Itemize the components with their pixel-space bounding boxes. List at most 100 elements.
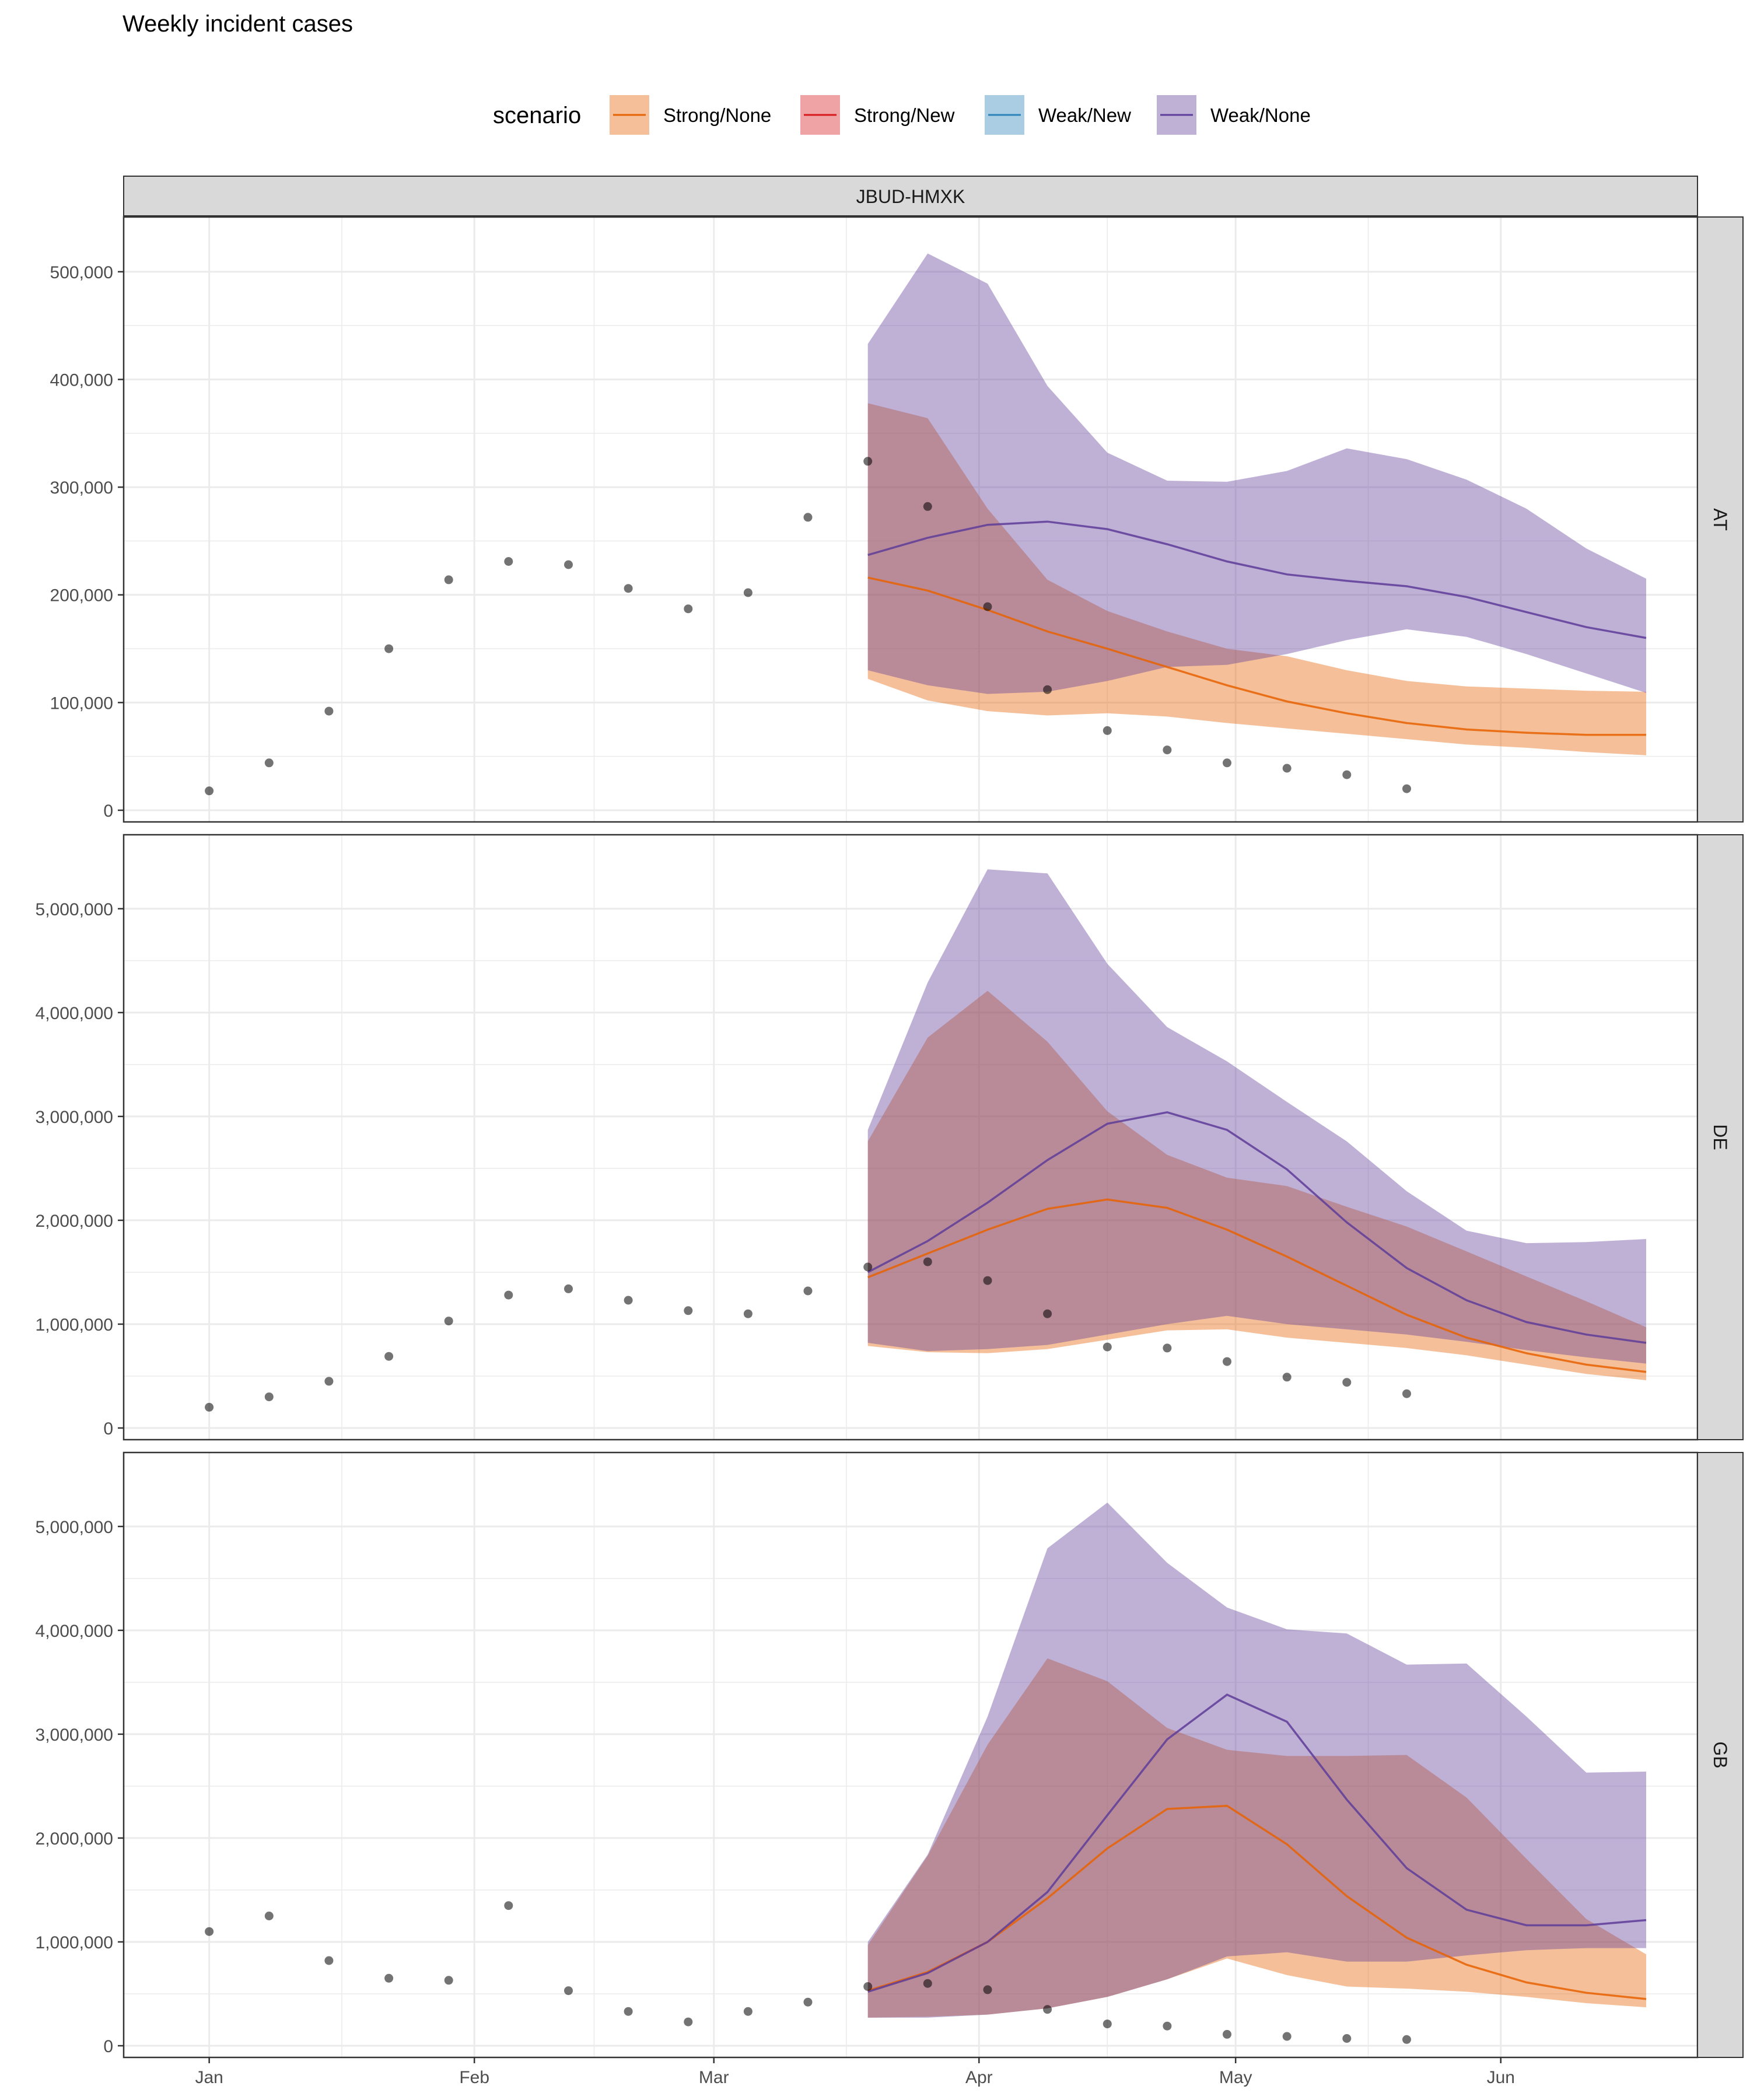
observed-point (1282, 764, 1292, 773)
observed-point (1402, 1389, 1411, 1398)
observed-point (923, 1257, 932, 1266)
observed-point (205, 1927, 214, 1936)
observed-point (684, 604, 693, 614)
observed-point (803, 1997, 813, 2007)
observed-point (1282, 1373, 1292, 1382)
observed-point (1342, 770, 1352, 779)
legend-item: Strong/New (800, 95, 955, 135)
observed-point (1402, 784, 1411, 793)
observed-point (684, 2017, 693, 2027)
observed-point (624, 584, 633, 593)
observed-point (444, 1976, 453, 1985)
grid (124, 835, 1698, 1440)
x-tick-label: Mar (699, 2068, 729, 2087)
y-tick-label: 1,000,000 (36, 1315, 113, 1335)
observed-point (264, 1392, 274, 1402)
panel-background (124, 835, 1698, 1440)
observed-point (983, 602, 992, 611)
ribbon-weak-none (867, 253, 1646, 694)
observed-point (1402, 2035, 1411, 2044)
legend-label: Strong/New (854, 104, 955, 126)
y-tick-label: 5,000,000 (36, 1518, 113, 1537)
facet-column-label: JBUD-HMXK (856, 186, 965, 207)
y-tick-label: 0 (103, 802, 113, 821)
observed-point (863, 1982, 873, 1991)
legend: scenario Strong/None Strong/New Weak/New Wea… (493, 95, 1311, 135)
y-tick-label: 1,000,000 (36, 1933, 113, 1952)
median-line-weak-none (867, 520, 1647, 639)
x-tick-label: Feb (459, 2068, 489, 2087)
observed-point (1043, 1309, 1052, 1318)
y-tick-label: 0 (103, 1419, 113, 1438)
ribbon-strong-none (867, 1658, 1646, 2018)
facet-strip-top: JBUD-HMXK (123, 176, 1698, 216)
x-tick-label: May (1219, 2068, 1252, 2087)
observed-point (1223, 2029, 1231, 2039)
y-tick-label: 300,000 (50, 478, 113, 498)
observed-point (624, 2007, 633, 2016)
observed-point (205, 1402, 214, 1412)
observed-point (504, 1290, 513, 1300)
plot-area: JBUD-HMXK 0 100,000 200,000 300,000 400,000 50… (36, 176, 1744, 2087)
grid (124, 1452, 1698, 2057)
observed-point (983, 1276, 992, 1285)
facet-strip-background (123, 176, 1698, 216)
observed-point (1163, 1343, 1172, 1353)
observed-point (384, 1973, 394, 1983)
median-line-strong-none (867, 1198, 1647, 1373)
observed-point (324, 1377, 334, 1386)
observed-point (1043, 685, 1052, 694)
ribbon-strong-none (867, 991, 1646, 1381)
observed-point (1102, 2020, 1112, 2029)
observed-point (564, 1284, 573, 1293)
panel-background (124, 1452, 1698, 2057)
y-tick-label: 200,000 (50, 586, 113, 606)
median-line-weak-none (867, 1111, 1647, 1344)
legend-label: Weak/None (1210, 104, 1311, 126)
median-line-strong-none (867, 576, 1646, 736)
observed-point (1223, 758, 1231, 768)
observed-point (504, 557, 513, 566)
facet-strip-side: GB (1697, 1452, 1744, 2058)
y-tick-label: 4,000,000 (36, 1622, 113, 1641)
legend-label: Weak/New (1038, 104, 1131, 126)
observed-point (1102, 1342, 1112, 1352)
y-tick-label: 5,000,000 (36, 900, 113, 919)
panel-de: 0 1,000,000 2,000,000 3,000,000 4,000,000 5,0… (36, 834, 1744, 1441)
facet-row-label: AT (1710, 508, 1731, 531)
facet-strip-background (1697, 1452, 1744, 2058)
observed-point (1342, 1378, 1352, 1387)
facet-row-label: DE (1710, 1124, 1731, 1150)
ribbon-weak-none (867, 869, 1646, 1364)
ribbon-strong-none (867, 403, 1646, 755)
panel-gb: 0 1,000,000 2,000,000 3,000,000 4,000,000 5,0… (36, 1451, 1744, 2059)
observed-point (1342, 2034, 1352, 2043)
observed-point (863, 457, 873, 466)
observed-point (444, 575, 453, 584)
observed-point (1282, 2032, 1292, 2041)
y-tick-label: 2,000,000 (36, 1829, 113, 1849)
observed-point (923, 502, 932, 511)
observed-point (264, 758, 274, 768)
legend-item: Strong/None (610, 95, 771, 135)
facet-strip-background (1697, 834, 1744, 1440)
median-line-weak-none (867, 1693, 1647, 1993)
panel-at: 0 100,000 200,000 300,000 400,000 500,000 AT (50, 216, 1744, 823)
observed-point (324, 1956, 334, 1965)
grid (124, 217, 1698, 822)
y-tick-label: 400,000 (50, 370, 113, 390)
observed-point (1163, 746, 1172, 755)
observed-point (1223, 1357, 1231, 1366)
facet-strip-side: DE (1697, 834, 1744, 1440)
x-axis: Jan Feb Mar Apr May Jun (195, 2057, 1515, 2087)
observed-point (384, 644, 394, 653)
observed-point (1163, 2021, 1172, 2031)
observed-point (564, 1986, 573, 1996)
panel-background (124, 217, 1698, 822)
ribbon-weak-none (867, 1502, 1646, 2018)
y-tick-label: 3,000,000 (36, 1726, 113, 1745)
y-tick-label: 2,000,000 (36, 1212, 113, 1231)
observed-point (624, 1296, 633, 1305)
chart-title: Weekly incident cases (123, 11, 353, 37)
